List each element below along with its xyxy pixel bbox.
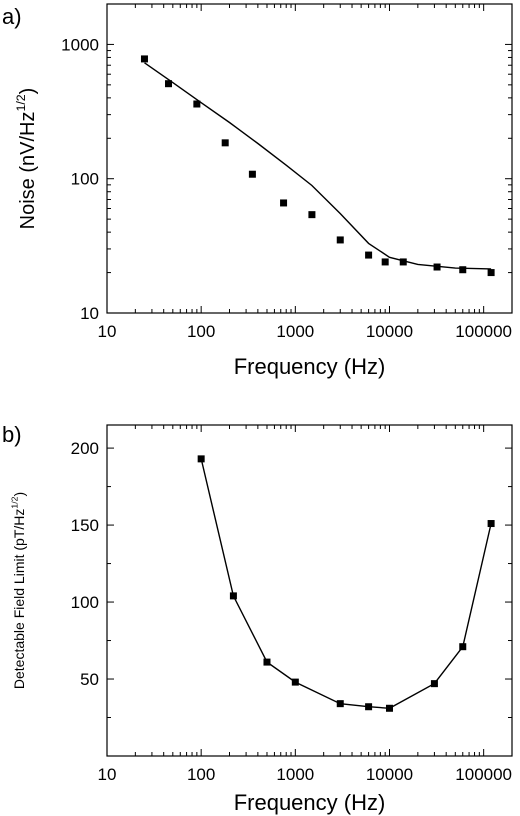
series-line — [200, 458, 492, 710]
x-tick-label: 10000 — [366, 322, 413, 341]
x-tick-label: 100000 — [455, 322, 512, 341]
data-point — [248, 170, 256, 178]
data-point — [433, 263, 441, 271]
panel-label: a) — [2, 4, 22, 29]
data-point — [430, 680, 438, 688]
data-point — [140, 55, 148, 63]
data-point — [487, 520, 495, 528]
y-axis-label: Noise (nV/Hz1/2) — [14, 88, 39, 230]
data-point — [459, 266, 467, 274]
y-tick-label: 10 — [80, 304, 99, 323]
x-axis-label: Frequency (Hz) — [234, 354, 386, 379]
y-tick-label: 100 — [71, 593, 99, 612]
x-tick-label: 1000 — [276, 765, 314, 784]
data-point — [336, 700, 344, 708]
data-point — [229, 592, 237, 600]
data-point — [399, 258, 407, 266]
x-tick-label: 100000 — [455, 765, 512, 784]
y-tick-label: 200 — [71, 439, 99, 458]
data-point — [385, 704, 393, 712]
y-tick-label: 1000 — [61, 35, 99, 54]
fit-curve — [144, 62, 492, 270]
data-point — [487, 269, 495, 277]
x-tick-label: 1000 — [276, 322, 314, 341]
chart-panel-b: 10 100 1000 10000 100000 50 100 150 200 b) Frequen… — [2, 422, 513, 815]
data-point — [308, 211, 316, 219]
x-tick-label: 100 — [187, 765, 215, 784]
x-tick-label: 10 — [98, 765, 117, 784]
y-tick-label: 100 — [71, 170, 99, 189]
data-point — [221, 139, 229, 147]
data-point — [381, 258, 389, 266]
chart-panel-a: 10 100 1000 10000 100000 10 100 1000 a) Frequency… — [2, 3, 513, 379]
data-point — [165, 80, 173, 88]
data-point — [365, 703, 373, 711]
data-point — [263, 658, 271, 666]
y-tick-label: 150 — [71, 516, 99, 535]
plot-frame — [106, 3, 513, 314]
data-point — [365, 251, 373, 259]
x-axis-label: Frequency (Hz) — [234, 790, 386, 815]
x-tick-label: 10000 — [366, 765, 413, 784]
panel-label: b) — [2, 422, 22, 447]
data-point — [459, 643, 467, 651]
data-point — [193, 100, 201, 108]
data-point — [197, 455, 205, 463]
y-axis-label: Detectable Field Limit (pT/Hz1/2) — [10, 492, 27, 689]
data-point — [291, 678, 299, 686]
y-tick-label: 50 — [80, 670, 99, 689]
data-point — [280, 199, 288, 207]
plot-frame — [106, 424, 513, 757]
data-point — [336, 236, 344, 244]
x-tick-label: 100 — [187, 322, 215, 341]
x-tick-label: 10 — [98, 322, 117, 341]
